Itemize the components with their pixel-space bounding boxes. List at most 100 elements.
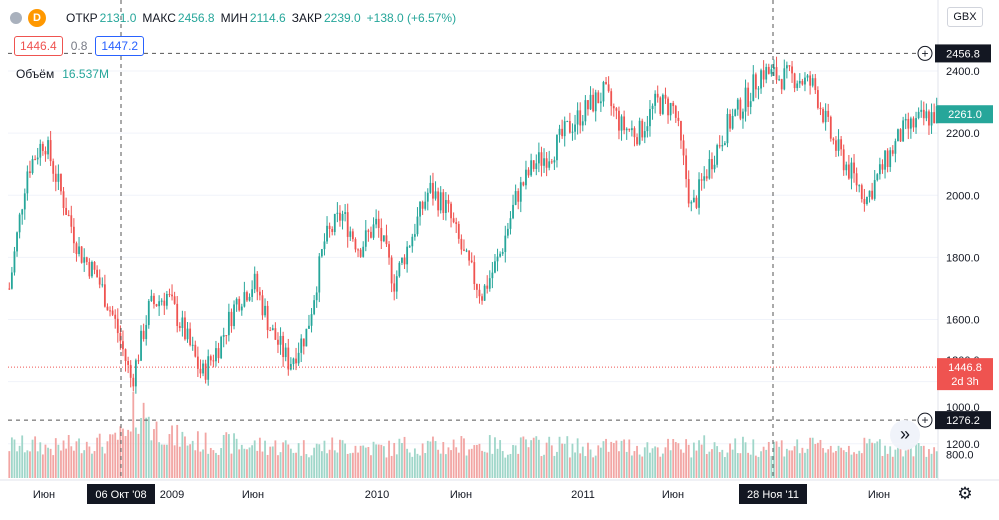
candle-body [775, 67, 778, 80]
volume-bar [380, 444, 383, 478]
volume-bar [891, 456, 894, 478]
volume-bar [664, 447, 667, 478]
volume-bar [909, 438, 912, 478]
y-tick-label: 2400.0 [946, 66, 980, 78]
candle-body [767, 66, 770, 74]
volume-bar [829, 445, 832, 478]
volume-bar [457, 452, 460, 478]
candle-body [233, 304, 235, 327]
candle-body [93, 261, 96, 270]
volume-bar [109, 434, 111, 478]
volume-bar [716, 446, 719, 478]
volume-bar [243, 448, 246, 478]
sell-button[interactable]: 1446.4 [14, 36, 63, 56]
volume-bar [853, 452, 855, 478]
volume-bar [729, 443, 731, 478]
volume-bar [816, 442, 819, 478]
candle-body [457, 224, 460, 239]
volume-bar [96, 437, 99, 478]
volume-bar [282, 442, 285, 478]
candle-body [752, 74, 755, 102]
candle-body [827, 110, 830, 117]
volume-bar [238, 449, 241, 478]
volume-bar [388, 440, 390, 478]
volume-bar [845, 452, 848, 478]
volume-bar [279, 452, 282, 478]
volume-bar [594, 455, 597, 478]
volume-bar [339, 439, 341, 478]
candle-body [866, 196, 868, 204]
candle-body [519, 182, 522, 202]
currency-button[interactable]: GBX [947, 7, 983, 27]
volume-bar [532, 437, 535, 478]
candle-body [129, 364, 132, 378]
candle-body [703, 176, 706, 181]
candle-body [824, 110, 827, 123]
candle-body [98, 277, 101, 285]
settings-gear-icon[interactable]: ⚙ [957, 484, 973, 503]
volume-bar [147, 416, 150, 478]
close-value: 2239.0 [323, 11, 361, 25]
volume-bar [393, 442, 396, 478]
volume-bar [863, 437, 866, 478]
volume-bar [726, 452, 729, 478]
candle-body [690, 202, 693, 204]
volume-bar [506, 454, 509, 478]
interval-badge[interactable]: D [28, 9, 46, 27]
volume-bar [649, 452, 651, 478]
volume-bar [463, 438, 465, 478]
volume-bar [760, 451, 762, 478]
volume-bar [137, 433, 140, 478]
volume-bar [186, 445, 189, 478]
candle-body [127, 361, 130, 365]
volume-bar [165, 444, 168, 478]
candle-body [52, 161, 55, 174]
candle-body [426, 192, 429, 202]
volume-bar [52, 455, 55, 478]
candle-body [550, 161, 553, 163]
volume-bar [13, 439, 16, 478]
candle-body [638, 120, 641, 145]
volume-bar [434, 441, 437, 478]
candle-body [380, 227, 383, 242]
x-tick-label: Июн [242, 489, 264, 501]
candle-body [256, 273, 259, 292]
volume-bar [775, 441, 778, 478]
candle-body [876, 174, 879, 181]
candle-body [594, 92, 597, 112]
crosshair-date-label: 28 Ноя '11 [747, 489, 799, 501]
candle-body [716, 145, 719, 165]
candle-body [328, 225, 331, 230]
candle-body [860, 185, 863, 200]
candle-body [605, 82, 607, 85]
volume-bar [67, 435, 70, 478]
candle-body [83, 257, 86, 263]
volume-bar [367, 446, 370, 478]
volume-bar [811, 437, 814, 478]
candle-body [31, 159, 34, 174]
candle-body [318, 256, 321, 293]
volume-bar [134, 427, 137, 478]
volume-bar [271, 446, 274, 478]
volume-bar [375, 444, 378, 478]
volume-bar [922, 445, 925, 478]
volume-bar [571, 443, 574, 478]
volume-bar [315, 443, 318, 478]
buy-button[interactable]: 1447.2 [95, 36, 145, 56]
scroll-to-realtime-button[interactable]: » [890, 420, 920, 450]
volume-bar [806, 448, 809, 478]
candle-body [437, 191, 440, 211]
volume-bar [382, 446, 385, 478]
volume-bar [323, 440, 326, 478]
volume-bar [525, 439, 527, 478]
volume-bar [504, 457, 507, 478]
candle-body [687, 179, 690, 204]
candle-body [522, 182, 525, 186]
volume-bar [494, 437, 496, 478]
add-alert-icon [917, 412, 933, 428]
candle-body [907, 118, 910, 129]
volume-bar [65, 448, 68, 478]
candle-body [620, 116, 623, 131]
